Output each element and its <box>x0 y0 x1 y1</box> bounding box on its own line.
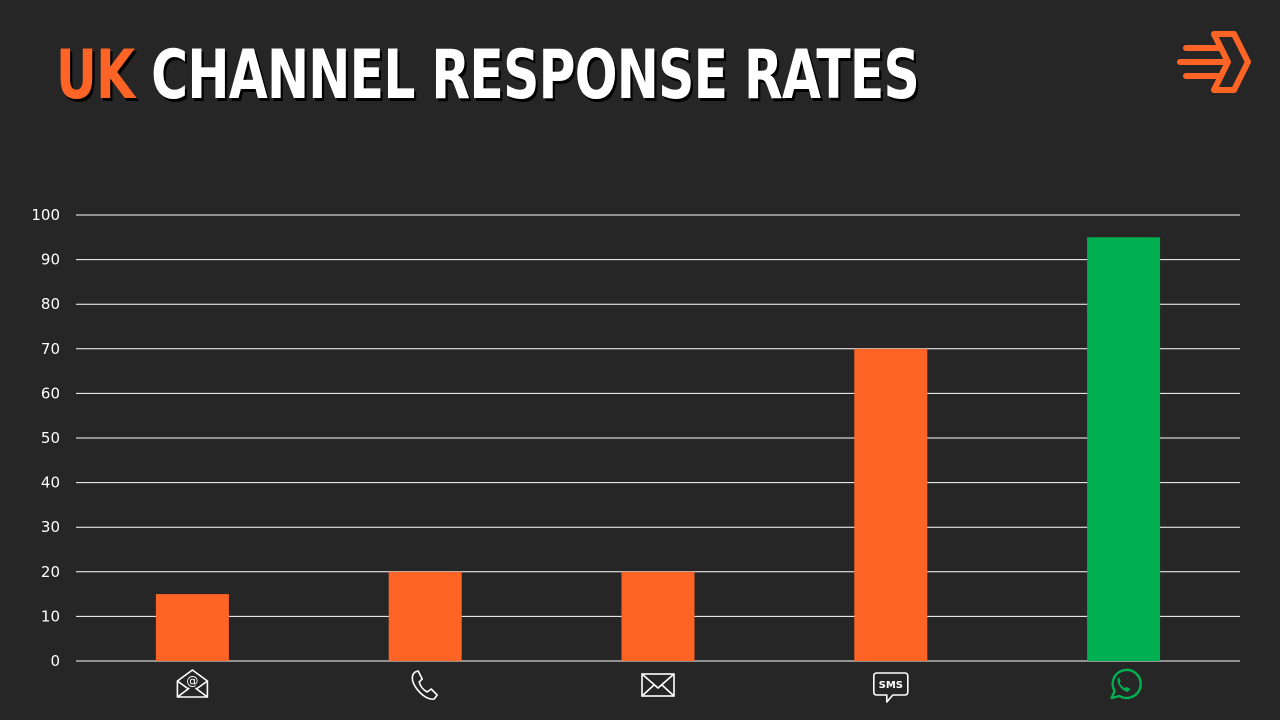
phone-icon <box>411 670 439 700</box>
envelope-icon <box>641 673 675 697</box>
y-tick-label: 30 <box>41 518 60 536</box>
sms-bubble-icon: SMS <box>872 672 909 703</box>
brand-logo-icon <box>1177 31 1251 93</box>
y-tick-label: 20 <box>41 563 60 581</box>
y-tick-label: 100 <box>31 206 60 224</box>
page-title: UK CHANNEL RESPONSE RATES <box>56 34 920 118</box>
email-at-icon: @ <box>176 669 209 698</box>
y-tick-label: 0 <box>50 652 60 670</box>
title-text: CHANNEL RESPONSE RATES <box>151 36 920 115</box>
bar-whatsapp <box>1087 237 1161 662</box>
y-tick-label: 80 <box>41 295 60 313</box>
bar-email-at <box>155 594 229 661</box>
y-tick-label: 60 <box>41 384 60 402</box>
y-tick-label: 40 <box>41 474 60 492</box>
whatsapp-icon <box>1110 668 1142 700</box>
at-sign: @ <box>186 674 198 688</box>
y-tick-label: 70 <box>41 340 60 358</box>
y-tick-label: 90 <box>41 251 60 269</box>
y-tick-label: 10 <box>41 607 60 625</box>
y-tick-label: 50 <box>41 429 60 447</box>
bar-sms-bubble <box>854 348 928 661</box>
bar-phone <box>388 571 462 661</box>
sms-icon-label: SMS <box>879 680 903 691</box>
title-highlight: UK <box>56 36 135 115</box>
bar-envelope <box>621 571 695 661</box>
